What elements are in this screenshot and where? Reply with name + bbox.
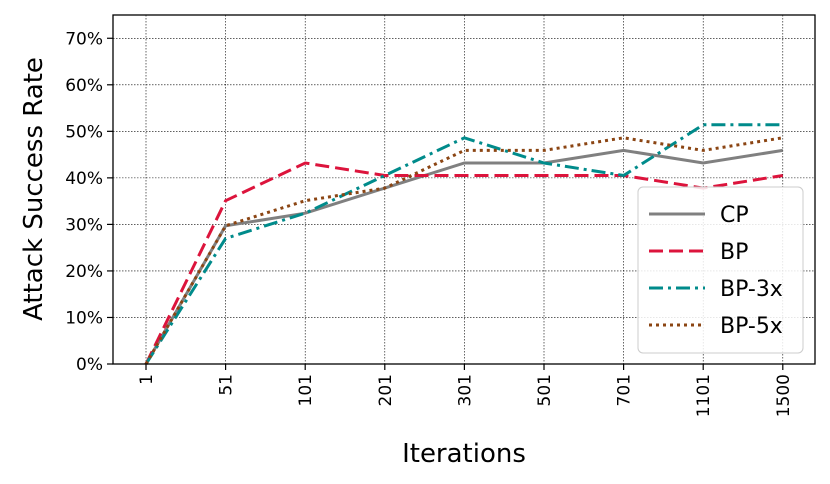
x-tick-label: 1 (137, 374, 157, 385)
x-tick-label: 51 (217, 374, 237, 396)
y-tick-label: 40% (65, 169, 103, 189)
legend-box (637, 186, 804, 354)
legend-label: CP (720, 203, 749, 228)
x-tick-label: 701 (615, 374, 635, 406)
y-tick-label: 10% (65, 308, 103, 328)
legend-label: BP (720, 240, 748, 265)
legend: CP BP BP-3x BP-5x (637, 186, 804, 354)
y-axis-ticks: 0% 10% 20% 30% 40% 50% 60% 70% (65, 29, 113, 375)
y-tick-label: 50% (65, 122, 103, 142)
y-axis-title: Attack Success Rate (19, 57, 49, 321)
x-tick-label: 501 (535, 374, 555, 406)
series-lines (144, 123, 784, 365)
y-tick-label: 20% (65, 262, 103, 282)
series-line-bp-3x (144, 123, 783, 365)
y-tick-label: 0% (76, 355, 103, 375)
x-tick-label: 1101 (694, 374, 714, 417)
series-line-cp (144, 148, 784, 365)
x-axis-title: Iterations (402, 439, 526, 469)
series-line-bp (144, 161, 784, 365)
y-tick-label: 70% (65, 29, 103, 49)
y-tick-label: 60% (65, 76, 103, 96)
x-tick-label: 101 (296, 374, 316, 406)
series-line-bp-5x (144, 136, 784, 365)
legend-label: BP-5x (720, 314, 783, 339)
x-tick-label: 201 (376, 374, 396, 406)
x-axis-ticks: 1 51 101 201 301 501 701 1101 1500 (137, 364, 794, 417)
y-tick-label: 30% (65, 215, 103, 235)
x-tick-label: 301 (455, 374, 475, 406)
legend-label: BP-3x (720, 277, 783, 302)
x-tick-label: 1500 (774, 374, 794, 417)
